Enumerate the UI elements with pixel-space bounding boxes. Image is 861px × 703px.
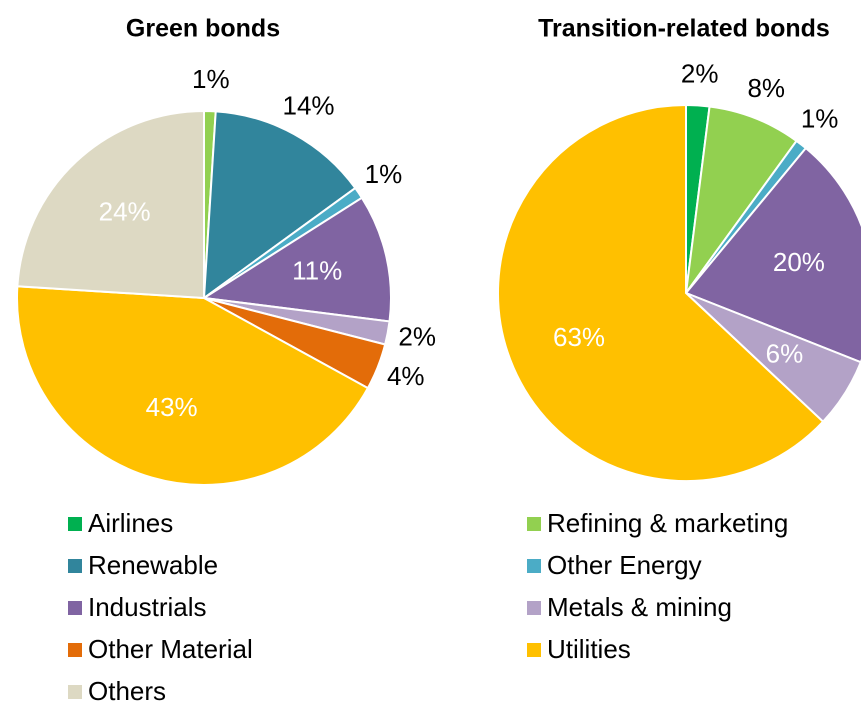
data-label: 43%	[146, 392, 198, 422]
data-label: 4%	[387, 361, 425, 391]
data-label: 14%	[283, 91, 335, 121]
legend-swatch	[527, 517, 541, 531]
pie-slice	[202, 110, 357, 301]
legend-label: Other Energy	[547, 550, 702, 580]
legend-swatch	[68, 517, 82, 531]
data-label: 63%	[553, 322, 605, 352]
legend-label: Utilities	[547, 634, 631, 664]
data-label: 6%	[766, 338, 804, 368]
data-label: 2%	[681, 58, 719, 88]
data-label: 24%	[99, 196, 151, 226]
legend-swatch	[527, 643, 541, 657]
legend-label: Refining & marketing	[547, 508, 788, 538]
data-label: 2%	[398, 322, 436, 352]
data-label: 1%	[192, 64, 230, 94]
pie-slice	[16, 109, 205, 300]
data-label: 8%	[747, 73, 785, 103]
chart-title: Green bonds	[126, 15, 280, 43]
pie-slice	[497, 103, 825, 482]
pie-slice	[684, 146, 861, 364]
legend-swatch	[527, 601, 541, 615]
pie-slice	[685, 105, 798, 294]
pie-slice	[16, 285, 370, 486]
legend-swatch	[527, 559, 541, 573]
legend-label: Renewable	[88, 550, 218, 580]
chart-title: Transition-related bonds	[538, 15, 830, 43]
legend-swatch	[68, 643, 82, 657]
legend-swatch	[68, 685, 82, 699]
legend-swatch	[68, 559, 82, 573]
data-label: 1%	[365, 159, 403, 189]
legend-label: Airlines	[88, 508, 173, 538]
data-label: 11%	[292, 256, 342, 286]
data-label: 1%	[801, 104, 839, 134]
legend-label: Industrials	[88, 592, 207, 622]
legend-label: Other Material	[88, 634, 253, 664]
pie-slice	[201, 196, 392, 323]
legend-label: Others	[88, 676, 166, 703]
legend-label: Metals & mining	[547, 592, 732, 622]
legend-swatch	[68, 601, 82, 615]
data-label: 20%	[773, 247, 825, 277]
